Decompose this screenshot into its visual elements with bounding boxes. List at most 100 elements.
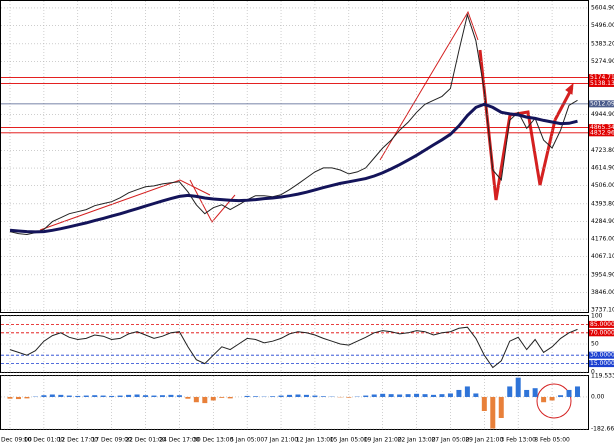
highlight-circle bbox=[536, 383, 572, 419]
level-label-bg bbox=[589, 79, 614, 87]
histogram-bar bbox=[49, 394, 55, 397]
histogram-bar bbox=[320, 396, 326, 397]
price-line bbox=[9, 13, 578, 236]
histogram-bar bbox=[109, 395, 115, 397]
histogram-bar bbox=[363, 395, 369, 397]
histogram-bar bbox=[422, 394, 428, 397]
histogram-bar bbox=[41, 395, 47, 397]
histogram-bar bbox=[253, 396, 259, 397]
price-line bbox=[9, 102, 578, 234]
histogram-bar bbox=[346, 396, 352, 398]
histogram-bar bbox=[219, 396, 225, 398]
x-tick-label: 27 Jan 05:00 bbox=[431, 437, 469, 444]
histogram-bar bbox=[464, 386, 470, 397]
histogram-bar bbox=[24, 396, 30, 399]
y-tick-label: 4506.00 bbox=[591, 182, 614, 189]
histogram-bar bbox=[312, 395, 318, 397]
histogram-bar bbox=[473, 393, 479, 397]
histogram-bar bbox=[58, 394, 64, 397]
x-tick-label: 17 Dec 09:00 bbox=[91, 437, 132, 444]
histogram-bar bbox=[126, 394, 132, 397]
histogram-bar bbox=[524, 389, 530, 397]
histogram-bar bbox=[15, 396, 21, 400]
oscillator-panel bbox=[0, 315, 589, 373]
y-tick-label: 0 bbox=[591, 369, 595, 376]
main-panel bbox=[0, 0, 589, 313]
histogram-bar bbox=[549, 396, 555, 401]
y-tick-label: 5604.90 bbox=[591, 4, 614, 11]
histogram-bar bbox=[92, 395, 98, 397]
y-tick-label: 4067.10 bbox=[591, 253, 614, 260]
histogram-bar bbox=[388, 394, 394, 397]
histogram-bar bbox=[490, 396, 496, 429]
y-tick-label: 119.5334 bbox=[591, 373, 614, 380]
histogram-bar bbox=[558, 395, 564, 397]
y-tick-label: 4176.00 bbox=[591, 236, 614, 243]
histogram-bar bbox=[447, 393, 453, 397]
histogram-bar bbox=[574, 386, 580, 397]
histogram-bar bbox=[278, 395, 284, 397]
x-tick-label: 30 Dec 13:00 bbox=[193, 437, 234, 444]
level-label-bg bbox=[589, 351, 614, 359]
histogram-bar bbox=[380, 393, 386, 397]
histogram-bar bbox=[414, 393, 420, 397]
level-label-bg bbox=[589, 320, 614, 328]
y-tick-label: 3954.90 bbox=[591, 271, 614, 278]
x-tick-label: 8 Feb 05:00 bbox=[534, 437, 570, 444]
y-tick-label: 4614.90 bbox=[591, 165, 614, 172]
histogram-bar bbox=[439, 394, 445, 397]
histogram-bar bbox=[371, 394, 377, 397]
arrow-head bbox=[565, 82, 574, 95]
level-label: 5174.71 bbox=[590, 74, 614, 81]
histogram-bar bbox=[507, 386, 513, 397]
histogram-bar bbox=[193, 396, 199, 403]
histogram-bar bbox=[481, 396, 487, 411]
histogram-bar bbox=[515, 377, 521, 397]
level-label: 5138.13 bbox=[590, 80, 614, 87]
histogram-bar bbox=[83, 395, 89, 397]
trend-line bbox=[379, 10, 479, 161]
x-tick-label: 29 Jan 21:00 bbox=[465, 437, 503, 444]
level-label-bg bbox=[589, 74, 614, 82]
x-tick-label: Dec 09:00 bbox=[1, 437, 32, 444]
histogram-bar bbox=[244, 395, 250, 397]
level-label-bg bbox=[589, 129, 614, 137]
y-tick-label: 5274.90 bbox=[591, 58, 614, 65]
y-tick-label: 5383.20 bbox=[591, 40, 614, 47]
x-tick-label: 19 Jan 21:00 bbox=[364, 437, 402, 444]
histogram-bar bbox=[405, 394, 411, 397]
histogram-bar bbox=[143, 395, 149, 397]
histogram-bar bbox=[134, 394, 140, 397]
histogram-bar bbox=[270, 396, 276, 397]
x-tick-label: 10 Dec 01:00 bbox=[24, 437, 65, 444]
histogram-bar bbox=[532, 388, 538, 397]
x-tick-label: 3 Feb 13:00 bbox=[500, 437, 536, 444]
level-label: 85.0000 bbox=[590, 321, 614, 328]
level-label-bg bbox=[589, 360, 614, 368]
level-label-bg bbox=[589, 329, 614, 337]
histogram-bar bbox=[185, 396, 191, 399]
x-tick-label: 15 Jan 05:00 bbox=[330, 437, 368, 444]
histogram-bar bbox=[210, 396, 216, 401]
histogram-bar bbox=[498, 396, 504, 419]
y-tick-label: 3846.00 bbox=[591, 289, 614, 296]
y-tick-label: 4284.90 bbox=[591, 218, 614, 225]
histogram-bar bbox=[7, 396, 13, 399]
histogram-bar bbox=[202, 396, 208, 404]
histogram-bar bbox=[168, 394, 174, 397]
histogram-bar bbox=[287, 394, 293, 397]
histogram-bar bbox=[566, 389, 572, 397]
histogram-bar bbox=[151, 395, 157, 397]
y-tick-label: -182.6615 bbox=[591, 426, 614, 433]
level-label: 4832.96 bbox=[590, 129, 614, 136]
y-tick-label: 3737.10 bbox=[591, 307, 614, 314]
histogram-bar bbox=[176, 395, 182, 397]
y-tick-label: 4393.80 bbox=[591, 200, 614, 207]
histogram-bar bbox=[100, 395, 106, 397]
level-label-bg bbox=[589, 100, 614, 108]
histogram-bar bbox=[75, 395, 81, 397]
level-label: 4865.34 bbox=[590, 124, 614, 131]
x-tick-label: 12 Jan 13:00 bbox=[296, 437, 334, 444]
